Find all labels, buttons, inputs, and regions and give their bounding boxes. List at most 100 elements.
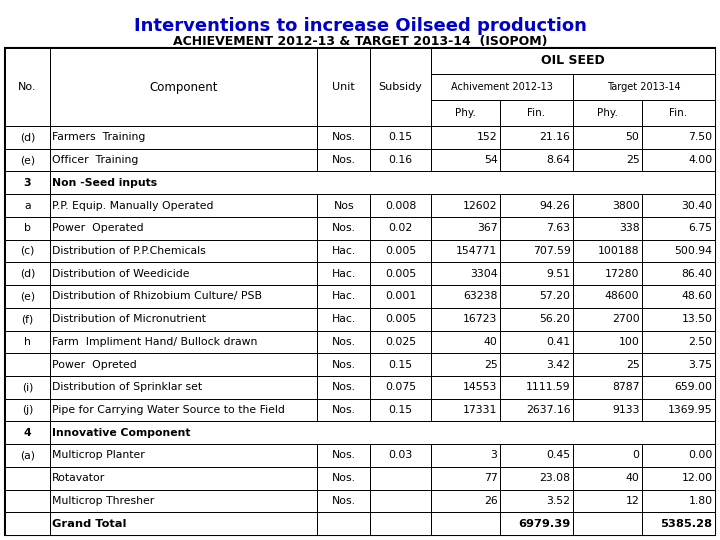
Bar bbox=[5, 353, 50, 376]
Text: Farmers  Training: Farmers Training bbox=[52, 132, 145, 143]
Text: 152: 152 bbox=[477, 132, 498, 143]
Bar bbox=[431, 353, 500, 376]
Bar bbox=[431, 444, 500, 467]
Bar bbox=[431, 148, 500, 171]
Text: a: a bbox=[24, 200, 31, 211]
Bar bbox=[50, 308, 318, 330]
Bar bbox=[573, 126, 642, 148]
Bar bbox=[500, 126, 573, 148]
Bar bbox=[318, 262, 370, 285]
Text: 0.00: 0.00 bbox=[688, 450, 713, 461]
Bar bbox=[318, 353, 370, 376]
Bar bbox=[5, 330, 50, 353]
Text: Distribution of Rhizobium Culture/ PSB: Distribution of Rhizobium Culture/ PSB bbox=[52, 292, 262, 301]
Text: Power  Operated: Power Operated bbox=[52, 223, 144, 233]
Text: Distribution of P.P.Chemicals: Distribution of P.P.Chemicals bbox=[52, 246, 206, 256]
Bar bbox=[642, 217, 715, 240]
Text: Hac.: Hac. bbox=[332, 292, 356, 301]
Bar bbox=[431, 126, 500, 148]
Text: 3: 3 bbox=[490, 450, 498, 461]
Text: 25: 25 bbox=[484, 360, 498, 369]
Text: Distribution of Sprinklar set: Distribution of Sprinklar set bbox=[52, 382, 202, 392]
Text: 25: 25 bbox=[626, 155, 639, 165]
Bar bbox=[642, 148, 715, 171]
Text: 12602: 12602 bbox=[463, 200, 498, 211]
Text: 6979.39: 6979.39 bbox=[518, 518, 570, 529]
Bar bbox=[431, 512, 500, 535]
Text: ACHIEVEMENT 2012-13 & TARGET 2013-14  (ISOPOM): ACHIEVEMENT 2012-13 & TARGET 2013-14 (IS… bbox=[173, 35, 547, 48]
Text: 25: 25 bbox=[626, 360, 639, 369]
Text: 12.00: 12.00 bbox=[681, 473, 713, 483]
Text: 56.20: 56.20 bbox=[539, 314, 570, 324]
Bar bbox=[5, 240, 50, 262]
Bar bbox=[318, 48, 370, 126]
Bar bbox=[500, 444, 573, 467]
Bar bbox=[5, 217, 50, 240]
Text: Nos.: Nos. bbox=[332, 337, 356, 347]
Bar bbox=[318, 285, 370, 308]
Text: Subsidy: Subsidy bbox=[379, 82, 423, 92]
Text: 0.16: 0.16 bbox=[389, 155, 413, 165]
Bar bbox=[370, 490, 431, 512]
Text: Nos.: Nos. bbox=[332, 405, 356, 415]
Text: P.P. Equip. Manually Operated: P.P. Equip. Manually Operated bbox=[52, 200, 214, 211]
Bar bbox=[642, 490, 715, 512]
Bar bbox=[500, 376, 573, 399]
Text: No.: No. bbox=[18, 82, 37, 92]
Text: 100188: 100188 bbox=[598, 246, 639, 256]
Bar bbox=[500, 217, 573, 240]
Bar bbox=[431, 240, 500, 262]
Bar bbox=[370, 48, 431, 126]
Text: 48.60: 48.60 bbox=[682, 292, 713, 301]
Text: 3304: 3304 bbox=[470, 269, 498, 279]
Text: (d): (d) bbox=[19, 132, 35, 143]
Text: 0.03: 0.03 bbox=[389, 450, 413, 461]
Text: Nos.: Nos. bbox=[332, 360, 356, 369]
Bar bbox=[370, 512, 431, 535]
Text: 0.15: 0.15 bbox=[389, 132, 413, 143]
Bar bbox=[370, 262, 431, 285]
Bar bbox=[642, 126, 715, 148]
Text: Pipe for Carrying Water Source to the Field: Pipe for Carrying Water Source to the Fi… bbox=[52, 405, 285, 415]
Text: 2700: 2700 bbox=[612, 314, 639, 324]
Bar bbox=[370, 285, 431, 308]
Text: Fin.: Fin. bbox=[528, 108, 546, 118]
Text: (j): (j) bbox=[22, 405, 33, 415]
Bar bbox=[50, 285, 318, 308]
Text: Multicrop Planter: Multicrop Planter bbox=[52, 450, 145, 461]
Bar bbox=[50, 217, 318, 240]
Text: 707.59: 707.59 bbox=[533, 246, 570, 256]
Bar bbox=[573, 285, 642, 308]
Bar bbox=[318, 444, 370, 467]
Text: 17331: 17331 bbox=[463, 405, 498, 415]
Text: 57.20: 57.20 bbox=[539, 292, 570, 301]
Text: 3.75: 3.75 bbox=[688, 360, 713, 369]
Bar bbox=[573, 308, 642, 330]
Text: 1369.95: 1369.95 bbox=[668, 405, 713, 415]
Text: (d): (d) bbox=[19, 269, 35, 279]
Text: 23.08: 23.08 bbox=[539, 473, 570, 483]
Text: 0.02: 0.02 bbox=[389, 223, 413, 233]
Text: 0.005: 0.005 bbox=[385, 269, 416, 279]
Bar bbox=[573, 444, 642, 467]
Bar bbox=[642, 512, 715, 535]
Text: Officer  Training: Officer Training bbox=[52, 155, 138, 165]
Text: (i): (i) bbox=[22, 382, 33, 392]
Bar bbox=[573, 376, 642, 399]
Text: 0.008: 0.008 bbox=[385, 200, 416, 211]
Text: 1111.59: 1111.59 bbox=[526, 382, 570, 392]
Text: Nos.: Nos. bbox=[332, 155, 356, 165]
Bar bbox=[500, 330, 573, 353]
Text: Distribution of Weedicide: Distribution of Weedicide bbox=[52, 269, 189, 279]
Bar bbox=[500, 148, 573, 171]
Bar bbox=[370, 217, 431, 240]
Text: 6.75: 6.75 bbox=[688, 223, 713, 233]
Text: 0.005: 0.005 bbox=[385, 246, 416, 256]
Text: 0.15: 0.15 bbox=[389, 360, 413, 369]
Text: Nos: Nos bbox=[333, 200, 354, 211]
Bar bbox=[642, 399, 715, 421]
Bar bbox=[50, 262, 318, 285]
Bar bbox=[370, 308, 431, 330]
Text: 0.15: 0.15 bbox=[389, 405, 413, 415]
Bar bbox=[5, 126, 50, 148]
